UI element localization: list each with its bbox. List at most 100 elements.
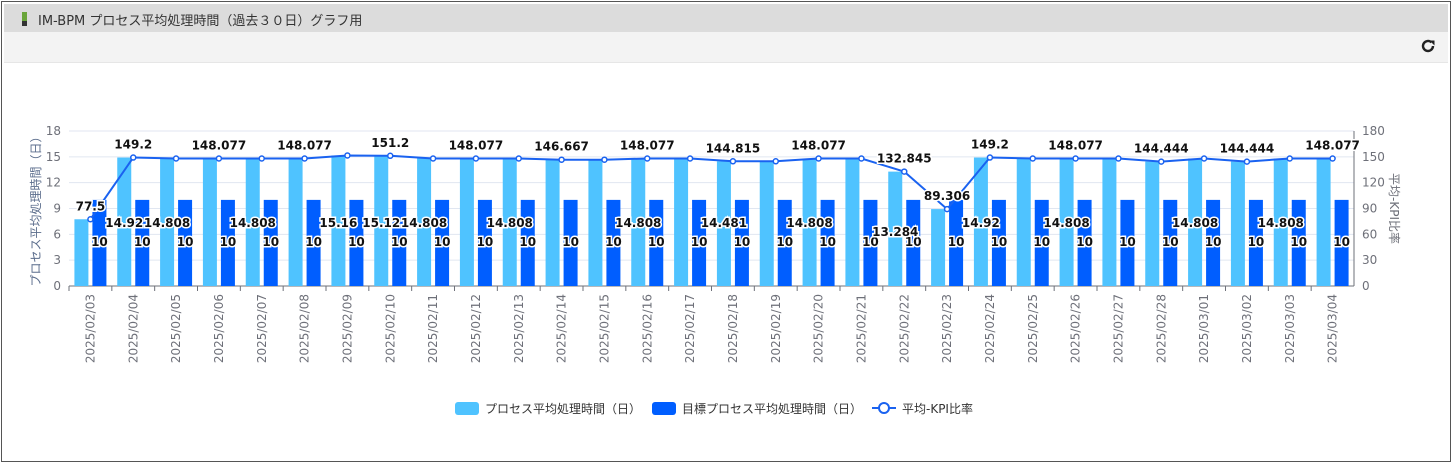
target-bar [1248, 199, 1263, 286]
y2-tick-label: 0 [1362, 279, 1370, 293]
process-bar-label: 15.16 [319, 216, 357, 230]
kpi-ratio-line [89, 154, 1333, 220]
kpi-ratio-point [472, 155, 480, 162]
x-tick-label: 2025/02/22 [897, 294, 911, 363]
kpi-ratio-label: 148.077 [1048, 138, 1103, 152]
process-bar [631, 158, 646, 286]
process-bar-label: 14.808 [786, 216, 832, 230]
kpi-ratio-point [1158, 158, 1165, 165]
target-bar [1034, 199, 1049, 286]
x-tick-label: 2025/02/17 [683, 294, 697, 363]
kpi-ratio-point [986, 154, 994, 161]
x-tick-label: 2025/02/15 [597, 294, 611, 363]
process-bar [1016, 158, 1031, 286]
target-bar [734, 199, 749, 286]
target-bar [263, 199, 278, 286]
process-bar [1059, 158, 1074, 286]
target-bar-label: 10 [1033, 235, 1050, 249]
y-tick-label: 6 [53, 227, 61, 241]
kpi-ratio-label: 144.444 [1134, 142, 1189, 156]
target-bar-label: 10 [348, 235, 365, 249]
legend-swatch-process [455, 402, 479, 415]
x-tick-label: 2025/02/13 [512, 294, 526, 363]
target-bar [349, 199, 364, 286]
y2-axis-title: 平均-KPI比率 [1387, 173, 1402, 244]
kpi-ratio-point [1243, 158, 1251, 165]
target-bar-label: 10 [648, 235, 665, 249]
x-tick-label: 2025/03/01 [1197, 294, 1211, 363]
process-bar-label: 14.481 [701, 216, 747, 230]
target-bar-label: 10 [1248, 235, 1265, 249]
process-bar [1145, 161, 1160, 286]
process-bar [502, 158, 517, 286]
x-tick-label: 2025/02/18 [726, 294, 740, 363]
process-bar [74, 219, 89, 286]
target-bar-label: 10 [1333, 235, 1350, 249]
target-bar-label: 10 [776, 235, 793, 249]
x-tick-label: 2025/02/08 [298, 294, 312, 363]
kpi-ratio-label: 77.5 [76, 199, 106, 213]
kpi-ratio-point [1200, 155, 1208, 162]
x-tick-label: 2025/02/07 [255, 294, 269, 363]
process-bar [202, 158, 217, 286]
target-bar [1291, 199, 1306, 286]
kpi-ratio-point [1072, 155, 1079, 162]
process-bar [459, 158, 474, 286]
x-tick-label: 2025/02/05 [169, 294, 183, 363]
target-bar-label: 10 [991, 235, 1008, 249]
kpi-ratio-label: 148.077 [620, 138, 675, 152]
kpi-ratio-point [387, 152, 394, 160]
panel-toolbar [4, 32, 1448, 63]
kpi-ratio-label: 144.815 [706, 141, 761, 155]
process-bar [331, 155, 346, 286]
process-bar-label: 14.808 [615, 216, 661, 230]
kpi-ratio-label: 149.2 [971, 138, 1009, 152]
target-bar [1120, 199, 1135, 286]
kpi-ratio-label: 149.2 [114, 138, 152, 152]
x-tick-label: 2025/02/16 [640, 294, 654, 363]
process-bar [931, 209, 946, 286]
kpi-ratio-point [644, 155, 651, 162]
process-bar [716, 161, 731, 286]
kpi-ratio-point [772, 158, 779, 165]
process-bar-label: 14.92 [962, 216, 1000, 230]
x-tick-label: 2025/02/06 [212, 294, 226, 363]
x-tick-label: 2025/03/03 [1283, 294, 1297, 363]
kpi-ratio-point [1286, 155, 1293, 162]
kpi-ratio-point [215, 155, 223, 162]
y2-tick-label: 120 [1362, 176, 1385, 190]
process-bar-label: 14.808 [401, 216, 447, 230]
panel-titlebar: IM-BPM プロセス平均処理時間（過去３０日）グラフ用 [4, 4, 1448, 33]
process-bar-label: 13.284 [872, 225, 918, 239]
y2-tick-label: 150 [1362, 150, 1385, 164]
y2-tick-label: 180 [1362, 124, 1385, 138]
target-bar-label: 10 [819, 235, 836, 249]
y2-tick-label: 60 [1362, 227, 1377, 241]
process-bar [802, 158, 817, 286]
process-bar [374, 155, 389, 286]
x-tick-label: 2025/02/23 [940, 294, 954, 363]
kpi-ratio-label: 148.077 [192, 138, 247, 152]
process-bar-label: 14.92 [105, 216, 143, 230]
process-bar-label: 14.808 [144, 216, 190, 230]
target-bar-label: 10 [1205, 235, 1222, 249]
process-bar [888, 171, 903, 286]
target-bar [1077, 199, 1092, 286]
kpi-ratio-label: 146.667 [534, 140, 589, 154]
target-bar [777, 199, 792, 286]
target-bar [949, 199, 964, 286]
legend: プロセス平均処理時間（日） 目標プロセス平均処理時間（日） 平均-KPI比率 [455, 401, 973, 416]
process-bar [117, 157, 132, 286]
target-bar-label: 10 [262, 235, 279, 249]
process-bar [245, 158, 260, 286]
refresh-icon[interactable] [1420, 38, 1436, 54]
target-bar [220, 199, 235, 286]
target-bar-label: 10 [691, 235, 708, 249]
x-tick-label: 2025/03/02 [1240, 294, 1254, 363]
kpi-ratio-point [301, 155, 308, 162]
panel-title: IM-BPM プロセス平均処理時間（過去３０日）グラフ用 [38, 14, 363, 29]
target-bar [306, 199, 321, 286]
target-bar-label: 10 [177, 235, 194, 249]
process-bar [1102, 158, 1117, 286]
